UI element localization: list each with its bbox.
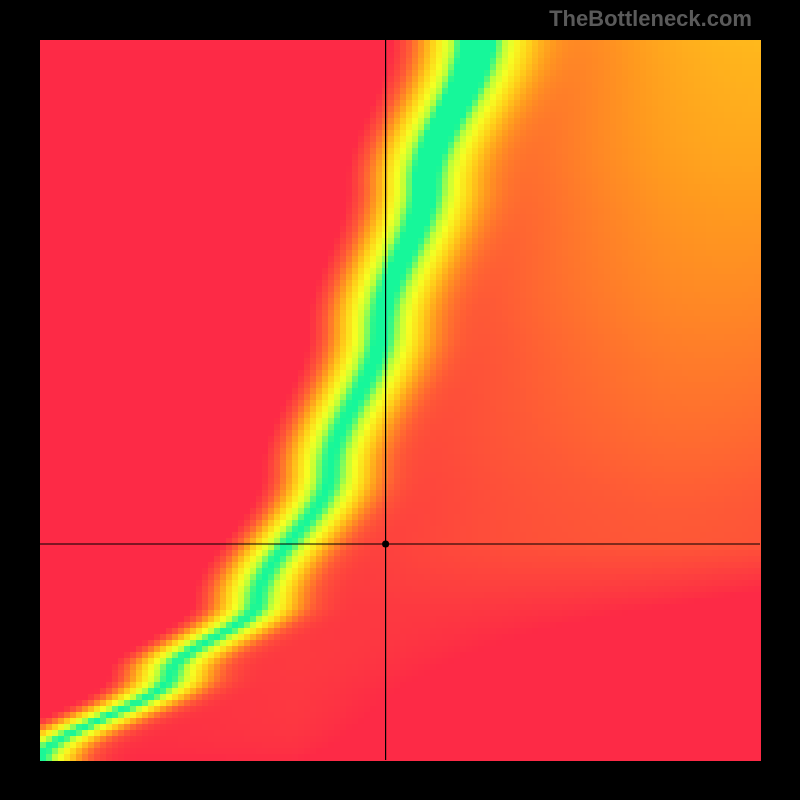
chart-container: TheBottleneck.com	[0, 0, 800, 800]
watermark-text: TheBottleneck.com	[549, 6, 752, 32]
bottleneck-heatmap	[0, 0, 800, 800]
